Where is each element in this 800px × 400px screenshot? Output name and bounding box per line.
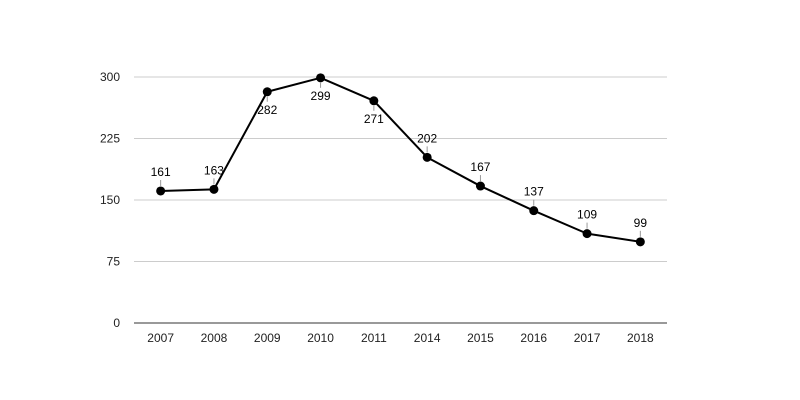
data-labels: 161 163 282 299 271 202 167 137 109 99	[151, 82, 648, 237]
x-tick-label-2014: 2014	[414, 331, 441, 345]
x-tick-label-2010: 2010	[307, 331, 334, 345]
data-label-2018: 99	[634, 216, 648, 230]
y-tick-label-300: 300	[100, 70, 120, 84]
data-point-2014	[422, 152, 432, 162]
data-point-2011	[369, 96, 379, 106]
data-points	[156, 73, 645, 247]
y-tick-label-75: 75	[107, 255, 121, 269]
x-tick-label-2017: 2017	[574, 331, 601, 345]
data-label-2016: 137	[524, 185, 544, 199]
data-label-2015: 167	[470, 160, 490, 174]
series-line	[160, 76, 641, 243]
x-tick-label-2008: 2008	[201, 331, 228, 345]
data-label-2017: 109	[577, 208, 597, 222]
x-tick-label-2007: 2007	[147, 331, 174, 345]
x-tick-label-2015: 2015	[467, 331, 494, 345]
x-tick-label-2011: 2011	[361, 331, 387, 345]
y-tick-label-0: 0	[113, 316, 120, 330]
y-tick-label-150: 150	[100, 193, 120, 207]
grid-lines	[134, 76, 667, 262]
data-point-2010	[316, 73, 326, 83]
axes: 0 75 150 225 300 2007 2008 2009 2010 2011 2014 2015…	[100, 70, 667, 345]
x-tick-label-2018: 2018	[627, 331, 654, 345]
series-line-layer	[160, 76, 641, 243]
y-tick-label-225: 225	[100, 132, 120, 146]
data-label-2010: 299	[311, 89, 331, 103]
data-point-2008	[209, 184, 219, 194]
data-label-2007: 161	[151, 165, 171, 179]
data-point-2016	[529, 206, 539, 216]
x-tick-label-2009: 2009	[254, 331, 281, 345]
data-label-2008: 163	[204, 163, 224, 177]
data-point-2017	[582, 229, 592, 239]
x-tick-label-2016: 2016	[520, 331, 547, 345]
data-label-2009: 282	[257, 103, 277, 117]
data-label-2011: 271	[364, 112, 384, 126]
data-point-2018	[635, 237, 645, 247]
data-point-2009	[262, 87, 272, 97]
data-label-2014: 202	[417, 131, 437, 145]
data-point-2007	[156, 186, 166, 196]
data-point-2015	[475, 181, 485, 191]
